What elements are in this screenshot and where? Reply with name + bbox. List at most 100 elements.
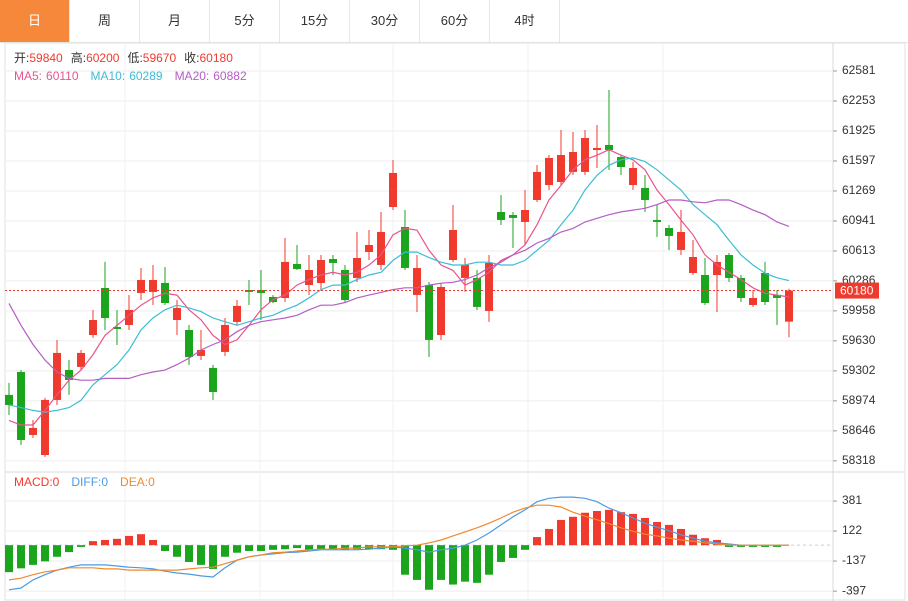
- candle-body: [533, 171, 541, 201]
- ohlc-label: 高:: [71, 50, 86, 65]
- y-tick-label: 59630: [842, 333, 876, 347]
- legend-value: 0: [53, 475, 60, 489]
- candle-body: [773, 294, 781, 298]
- ohlc-label: 低:: [127, 51, 142, 65]
- macd-bar: [665, 524, 673, 546]
- period-tab[interactable]: 5分: [210, 0, 280, 42]
- macd-bar: [149, 539, 157, 546]
- candle-body: [641, 187, 649, 201]
- macd-bar: [497, 545, 505, 562]
- candle-body: [701, 275, 709, 303]
- macd-bar: [353, 545, 361, 550]
- y-tick-label: 60613: [842, 243, 876, 257]
- line-series: [8, 157, 790, 413]
- candle-body: [353, 258, 361, 278]
- candle-body: [629, 168, 637, 186]
- macd-bar: [305, 545, 313, 550]
- candle-body: [713, 261, 721, 276]
- candle-body: [41, 399, 49, 456]
- candle-body: [749, 297, 757, 306]
- candle-body: [197, 350, 205, 356]
- candle-body: [617, 157, 625, 168]
- candle-body: [293, 263, 301, 269]
- y-tick-label: -137: [842, 553, 866, 567]
- candle-body: [281, 261, 289, 298]
- macd-bar: [545, 528, 553, 546]
- macd-bar: [437, 545, 445, 580]
- period-tab[interactable]: 周: [70, 0, 140, 42]
- candle-body: [689, 256, 697, 274]
- chart-frame: [4, 43, 906, 601]
- macd-bar: [245, 545, 253, 551]
- candle-body: [317, 260, 325, 283]
- legend-name: MACD:: [14, 475, 53, 489]
- candle-body: [569, 152, 577, 172]
- candle-body: [221, 324, 229, 352]
- y-tick-label: 58646: [842, 423, 876, 437]
- candle-body: [113, 326, 121, 329]
- period-tab[interactable]: 15分: [280, 0, 350, 42]
- period-tab[interactable]: 4时: [490, 0, 560, 42]
- y-tick-label: 61269: [842, 183, 876, 197]
- macd-bar: [629, 513, 637, 546]
- macd-bar: [173, 545, 181, 557]
- macd-bar: [725, 545, 733, 547]
- candle-body: [461, 264, 469, 278]
- line-series: [8, 199, 790, 381]
- legend-name: MA10:: [91, 69, 126, 83]
- candle-body: [5, 394, 13, 405]
- macd-bar: [593, 511, 601, 546]
- macd-bar: [221, 545, 229, 557]
- ohlc-value: 59840: [29, 51, 63, 65]
- legend-value: 0: [101, 475, 108, 489]
- candle-body: [677, 231, 685, 250]
- macd-bar: [509, 545, 517, 558]
- legend-value: 0: [148, 475, 155, 489]
- macd-bar: [425, 545, 433, 590]
- macd-bar: [341, 545, 349, 550]
- candle-body: [137, 279, 145, 293]
- candle-body: [401, 226, 409, 268]
- macd-bar: [77, 545, 85, 547]
- macd-bar: [29, 545, 37, 565]
- macd-bar: [53, 545, 61, 557]
- candle-body: [737, 277, 745, 298]
- candle-body: [437, 286, 445, 336]
- macd-bar: [641, 517, 649, 546]
- period-tab[interactable]: 日: [0, 0, 70, 42]
- macd-bar: [5, 545, 13, 573]
- period-tab[interactable]: 30分: [350, 0, 420, 42]
- candle-body: [29, 427, 37, 435]
- candle-body: [605, 144, 613, 150]
- candle-body: [485, 262, 493, 311]
- candle-body: [209, 367, 217, 392]
- y-tick-label: 61925: [842, 123, 876, 137]
- candle-body: [497, 212, 505, 220]
- macd-bar: [581, 512, 589, 546]
- macd-bar: [197, 545, 205, 565]
- legend-value: 60882: [213, 69, 247, 83]
- candle-body: [125, 309, 133, 325]
- macd-bar: [557, 519, 565, 546]
- macd-bar: [749, 545, 757, 547]
- macd-bar: [737, 545, 745, 547]
- ohlc-value: 60180: [200, 51, 234, 65]
- line-series: [8, 504, 789, 581]
- macd-bar: [317, 545, 325, 550]
- candle-body: [365, 245, 373, 252]
- macd-bar: [449, 545, 457, 585]
- legend-name: MA5:: [14, 69, 42, 83]
- legend-value: 60110: [46, 69, 79, 83]
- candle-body: [725, 254, 733, 278]
- candle-body: [149, 279, 157, 292]
- period-tab[interactable]: 月: [140, 0, 210, 42]
- period-tab[interactable]: 60分: [420, 0, 490, 42]
- candle-body: [377, 231, 385, 265]
- candle-body: [389, 172, 397, 207]
- macd-bar: [473, 545, 481, 583]
- y-tick-label: 59302: [842, 363, 876, 377]
- y-tick-label: 122: [842, 523, 862, 537]
- y-tick-label: -397: [842, 583, 866, 597]
- candle-body: [509, 215, 517, 218]
